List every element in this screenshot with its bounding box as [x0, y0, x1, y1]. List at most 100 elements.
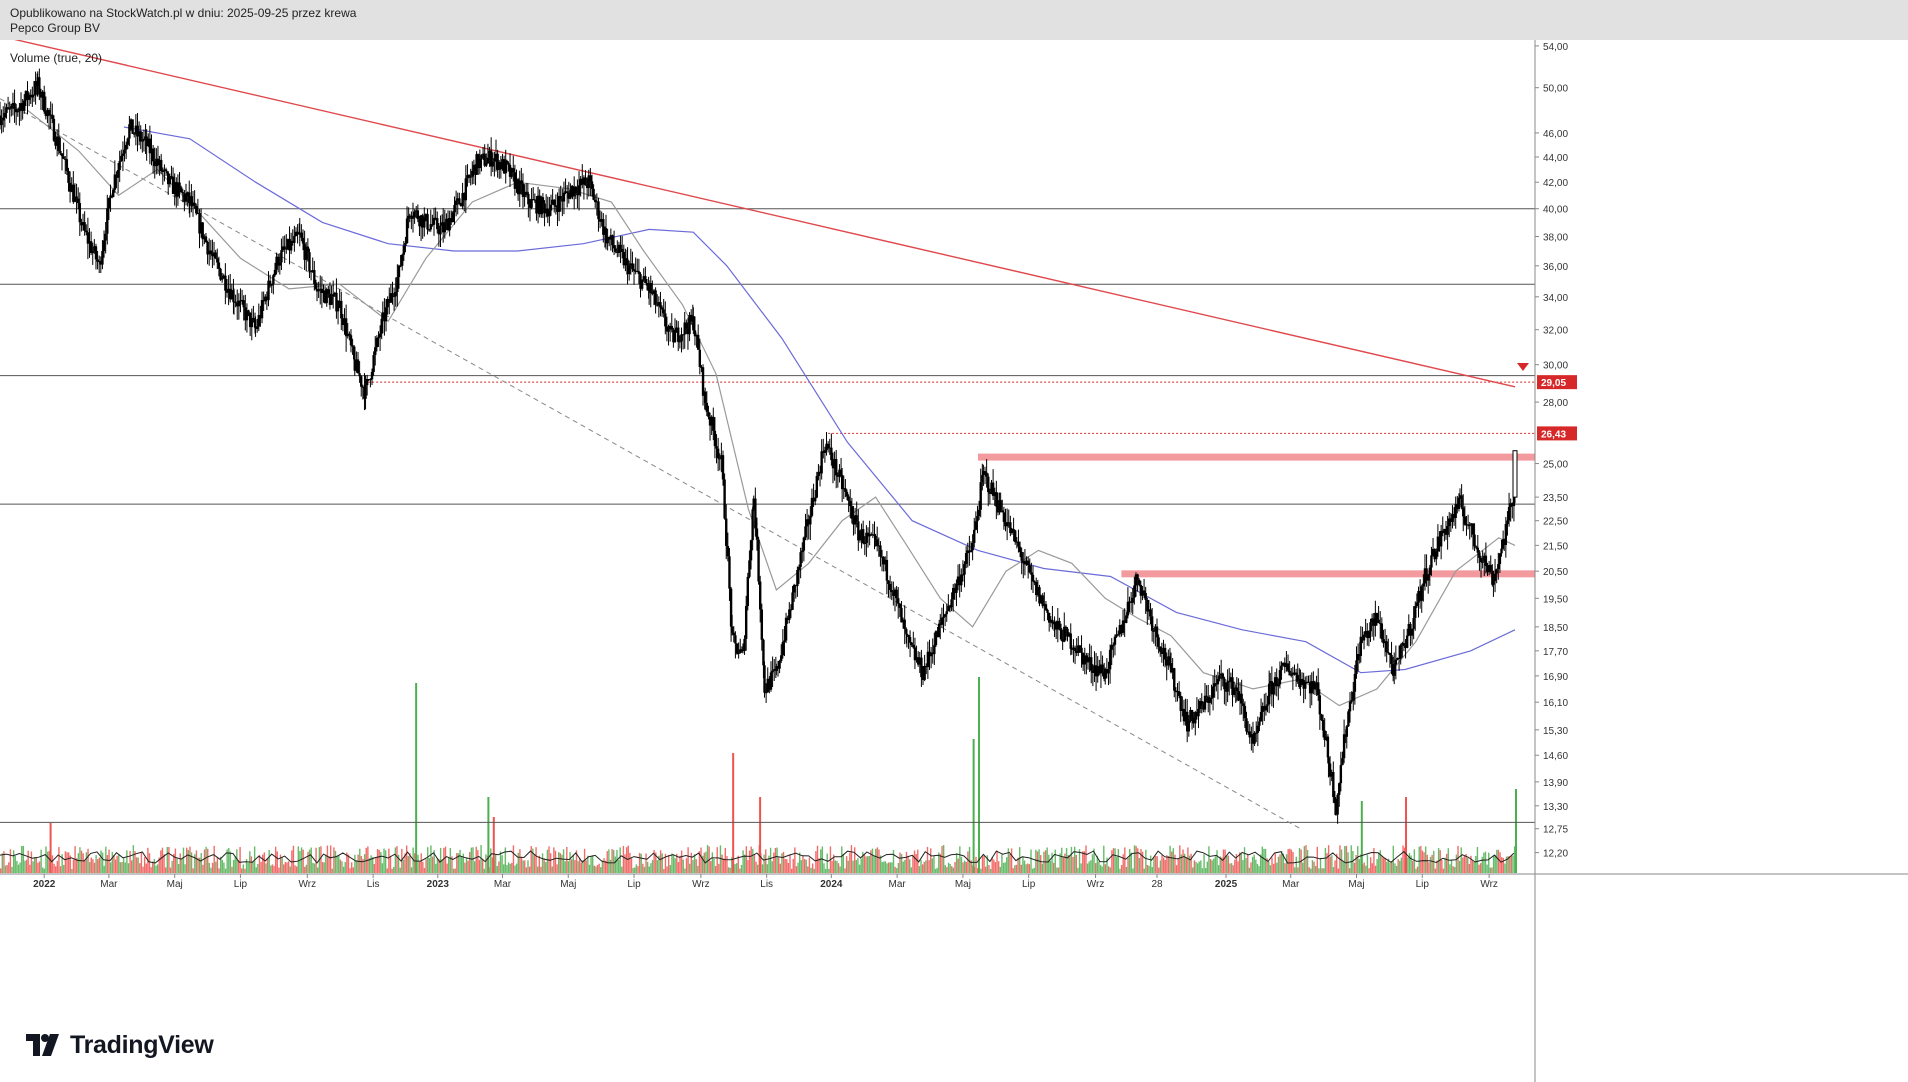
volume-bar [1234, 859, 1236, 873]
volume-bar [697, 865, 699, 873]
price-candle-body [60, 153, 64, 157]
y-tick-label: 54,00 [1543, 42, 1568, 53]
volume-bar [1106, 857, 1108, 873]
volume-bar [1489, 867, 1492, 873]
volume-bar [1091, 854, 1094, 873]
volume-bar [373, 863, 376, 873]
volume-bar [504, 847, 507, 873]
price-candle-body [1270, 681, 1274, 695]
price-candle-body [1058, 620, 1061, 629]
volume-bar [910, 867, 913, 873]
price-candle-body [1476, 547, 1479, 553]
volume-bar [16, 860, 18, 873]
volume-bar [1285, 854, 1288, 873]
price-candle-body [818, 471, 822, 474]
price-candle-body [51, 114, 54, 119]
volume-bar [1226, 855, 1228, 873]
price-candle-body [1473, 534, 1476, 547]
price-candle-body [1078, 645, 1082, 648]
price-candle-body [1022, 560, 1025, 564]
volume-bar [1496, 849, 1498, 873]
price-candle-body [280, 250, 283, 263]
price-candle-body [134, 125, 138, 134]
tradingview-logo-text: TradingView [70, 1030, 214, 1059]
price-candle-body [1387, 652, 1390, 654]
volume-bar [270, 865, 272, 873]
price-candle-body [836, 475, 840, 477]
price-candle-body [1190, 709, 1194, 718]
price-candle-body [91, 251, 94, 254]
volume-bar [255, 867, 257, 873]
price-candle-body [976, 516, 979, 522]
price-candle-body [112, 189, 115, 198]
price-candle-body [201, 222, 204, 240]
volume-bar [35, 857, 37, 873]
tradingview-logo[interactable]: TradingView [26, 1030, 214, 1060]
volume-bar [787, 863, 790, 873]
price-candle-body [151, 148, 155, 162]
volume-bar [40, 849, 42, 873]
price-candle-body [1245, 718, 1248, 732]
volume-bar [680, 850, 683, 873]
volume-bar [258, 854, 261, 873]
volume-bar [687, 847, 689, 873]
volume-bar [286, 862, 288, 873]
price-candle-body [311, 270, 314, 272]
volume-bar [855, 860, 858, 873]
price-candle-body [286, 239, 290, 249]
volume-bar [993, 859, 995, 873]
volume-bar [1020, 864, 1023, 873]
volume-bar [1041, 863, 1044, 873]
volume-bar [300, 847, 303, 873]
volume-bar [1460, 847, 1462, 873]
price-candle-body [544, 208, 548, 214]
volume-bar [443, 847, 445, 873]
price-candle-body [620, 248, 624, 253]
price-candle-body [908, 636, 912, 643]
price-candle-body [1491, 571, 1494, 585]
volume-bar [818, 858, 820, 873]
volume-bar [1465, 854, 1467, 873]
price-candle-body [43, 91, 46, 112]
volume-bar [153, 859, 156, 873]
price-candle-body [293, 235, 296, 243]
volume-indicator-label[interactable]: Volume (true, 20) [10, 51, 103, 65]
price-candle-body [47, 110, 51, 116]
volume-bar [532, 848, 534, 873]
volume-bar [1211, 860, 1213, 873]
price-candle-body [1115, 634, 1118, 637]
volume-bar [970, 860, 972, 873]
volume-bar [262, 854, 264, 873]
volume-bar [1125, 866, 1128, 873]
price-candle-body [1129, 601, 1133, 603]
price-candle-body [1010, 529, 1014, 534]
volume-bar [1148, 865, 1150, 873]
price-candle-body [685, 322, 688, 329]
volume-bar [601, 860, 604, 873]
volume-bar [376, 849, 379, 873]
volume-bar [257, 864, 259, 873]
price-candle-body [988, 492, 992, 494]
price-candle-body [426, 214, 429, 230]
price-candle-body [884, 559, 887, 565]
price-candle-body [166, 171, 169, 174]
volume-bar [63, 864, 65, 873]
price-candle-body [1375, 612, 1379, 620]
price-candle-body [1005, 522, 1009, 527]
resistance-zone-0 [978, 453, 1535, 461]
price-candle-body [1046, 609, 1049, 613]
price-candle-body [796, 569, 799, 587]
price-candle-body [57, 136, 60, 151]
volume-bar [1476, 846, 1479, 873]
price-candle-body [0, 120, 3, 126]
price-candle-body [535, 199, 538, 214]
y-tick-label: 13,30 [1543, 802, 1568, 813]
volume-bar [931, 858, 934, 873]
volume-spike-bar [492, 817, 495, 873]
price-candle-body [374, 347, 377, 356]
price-candle-body [29, 94, 32, 98]
volume-bar [1512, 855, 1514, 873]
volume-bar [1445, 853, 1448, 873]
volume-bar [1467, 857, 1469, 873]
